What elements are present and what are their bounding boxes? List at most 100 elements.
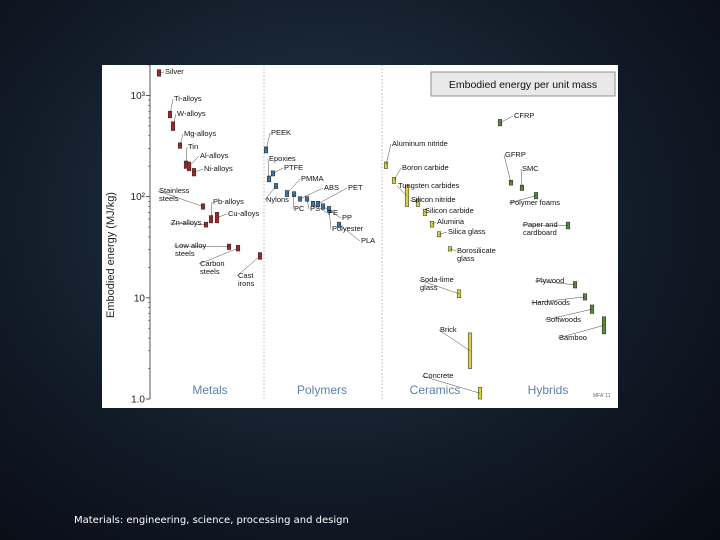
leader-cast-irons <box>236 255 261 277</box>
embodied-energy-chart: Silver Ti-alloys W-alloys Mg-alloys TinAl-al… <box>105 65 616 406</box>
label-zn-alloys: Zn-alloys <box>171 218 202 227</box>
y-tick-label: 10 <box>134 293 146 304</box>
y-tick-label: 10³ <box>131 91 146 102</box>
leader-pe <box>312 203 328 214</box>
leader-pc <box>292 194 295 210</box>
family-label-hybrids: Hybrids <box>528 383 569 397</box>
leader-soda-lime-glass <box>418 279 460 295</box>
leader-cu-alloys <box>216 213 228 218</box>
leader-stainless-steels <box>157 190 204 207</box>
label-nylons: Nylons <box>266 195 289 204</box>
label-peek: PEEK <box>271 128 291 137</box>
bar-peek <box>263 146 269 154</box>
family-label-ceramics: Ceramics <box>410 383 461 397</box>
label-stainless-steels: Stainless steels <box>159 186 190 203</box>
label-plywood: Plywood <box>536 276 564 285</box>
label-bamboo: Bamboo <box>559 333 587 342</box>
leader-brick <box>438 329 471 351</box>
label-smc: SMC <box>522 164 539 173</box>
leader-hardwoods <box>530 296 586 304</box>
leader-ti-alloys <box>169 98 174 115</box>
bar-gfrp <box>508 180 514 186</box>
slide-caption: Materials: engineering, science, process… <box>74 515 349 526</box>
label-silica-glass: Silica glass <box>448 227 486 236</box>
y-tick-label: 1.0 <box>131 395 145 406</box>
y-tick-label: 10² <box>131 192 146 203</box>
leader-plywood <box>534 280 576 285</box>
leader-w-alloys <box>172 113 177 127</box>
label-softwoods: Softwoods <box>546 315 581 324</box>
leader-epoxies <box>267 158 270 179</box>
label-pet: PET <box>348 183 363 192</box>
bar-concrete <box>477 387 483 400</box>
leader-ptfe <box>272 167 284 174</box>
leader-silver <box>158 71 165 74</box>
leader-silica-glass <box>438 231 448 235</box>
leader-abs <box>299 187 324 200</box>
label-aluminum-nitride: Aluminum nitride <box>392 139 448 148</box>
leader-pp <box>322 206 342 219</box>
label-gfrp: GFRP <box>505 150 526 159</box>
leader-cfrp <box>499 115 514 123</box>
leader-carbon-steels <box>198 247 239 265</box>
leader-pmma <box>286 178 301 194</box>
leader-concrete <box>421 375 481 394</box>
leader-borosilicate-glass <box>449 248 457 252</box>
label-ps: PS <box>310 204 320 213</box>
label-tin: Tin <box>188 142 198 151</box>
y-axis-label: Embodied energy (MJ/kg) <box>105 192 117 318</box>
label-carbon-steels: Carbon steels <box>200 259 225 276</box>
leader-gfrp <box>503 154 512 183</box>
leader-peek <box>265 132 271 151</box>
label-pmma: PMMA <box>301 174 324 183</box>
label-cfrp: CFRP <box>514 111 534 120</box>
label-ptfe: PTFE <box>284 163 303 172</box>
leader-silicon-nitride <box>409 199 419 203</box>
label-boron-carbide: Boron carbide <box>402 163 449 172</box>
leader-aluminum-nitride <box>385 143 392 166</box>
label-epoxies: Epoxies <box>269 154 296 163</box>
label-polymer-foams: Polymer foams <box>510 198 560 207</box>
leader-boron-carbide <box>393 167 402 181</box>
bar-nylons <box>273 183 279 189</box>
leader-mg-alloys <box>179 133 184 146</box>
leader-pb-alloys <box>210 201 213 220</box>
label-mg-alloys: Mg-alloys <box>184 129 216 138</box>
label-al-alloys: Al-alloys <box>200 151 229 160</box>
label-cu-alloys: Cu-alloys <box>228 209 260 218</box>
leader-zn-alloys <box>169 222 207 225</box>
label-borosilicate-glass: Borosilicate glass <box>457 246 496 263</box>
leader-smc <box>520 168 523 188</box>
chart-panel: Silver Ti-alloys W-alloys Mg-alloys Tin Al-al… <box>102 65 618 408</box>
label-abs: ABS <box>324 183 339 192</box>
leader-softwoods <box>544 309 593 321</box>
leader-polyester <box>328 209 332 230</box>
chart-credit: MFA '11 <box>593 393 611 399</box>
bar-aluminum-nitride <box>383 161 389 169</box>
leader-nylons <box>264 185 277 201</box>
leader-pet <box>317 187 348 205</box>
leader-alumina <box>431 221 437 225</box>
leader-tin <box>185 146 188 165</box>
leader-pla <box>338 224 361 242</box>
title-box <box>430 71 616 97</box>
label-silicon-carbide: Silicon carbide <box>425 206 474 215</box>
label-pe: PE <box>328 208 338 217</box>
leader-silicon-carbide <box>423 210 426 213</box>
bar-ptfe <box>270 170 276 177</box>
label-low-alloy-steels: Low alloy steels <box>175 241 207 258</box>
label-soda-lime-glass: Soda-lime glass <box>420 275 454 292</box>
bar-al-alloys <box>186 161 192 172</box>
leader-ps <box>306 198 310 210</box>
leader-tungsten-carbides <box>396 185 408 196</box>
label-pla: PLA <box>361 236 375 245</box>
leader-ni-alloys <box>193 168 204 173</box>
label-w-alloys: W-alloys <box>177 109 206 118</box>
bar-softwoods <box>589 304 595 314</box>
bar-ni-alloys <box>191 168 197 177</box>
leader-paper-and-cardboard <box>521 224 569 226</box>
label-silver: Silver <box>165 67 184 76</box>
label-cast-irons: Cast irons <box>238 271 255 288</box>
chart-title: Embodied energy per unit mass <box>449 79 597 91</box>
label-pc: PC <box>294 204 305 213</box>
